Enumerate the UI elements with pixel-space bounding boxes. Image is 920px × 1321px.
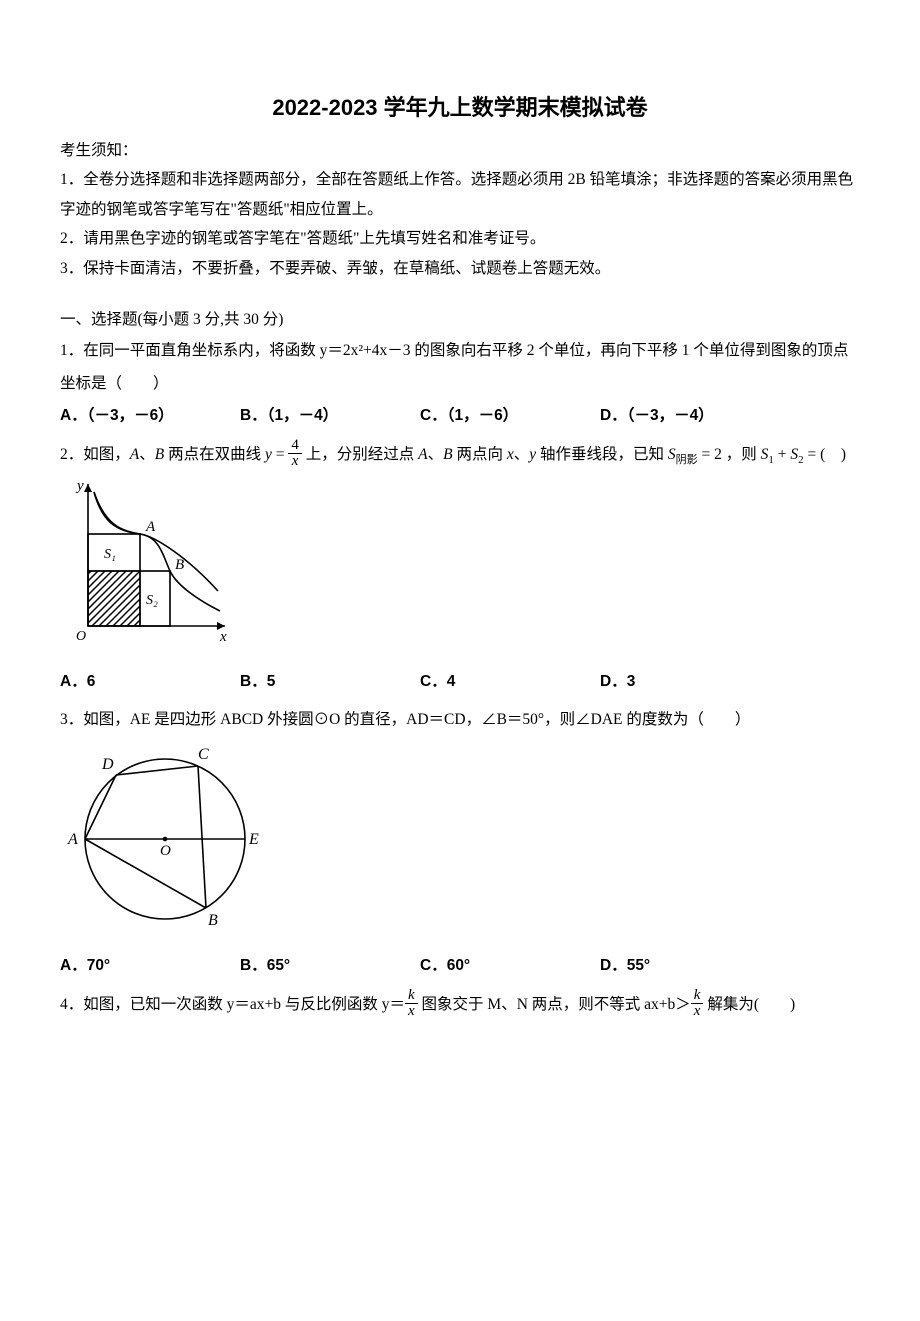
symbol-A2: A: [418, 446, 427, 463]
label-C: C: [198, 746, 209, 763]
eq-lhs: y: [265, 446, 272, 463]
q2-m3: 上，分别经过点: [302, 446, 418, 463]
frac2-den: x: [691, 1003, 704, 1019]
option-c: C．4: [420, 666, 600, 699]
q2-pre: 2．如图，: [60, 446, 130, 463]
label-B: B: [208, 912, 218, 929]
question-1: 1．在同一平面直角坐标系内，将函数 y＝2x²+4x－3 的图象向右平移 2 个…: [60, 335, 860, 433]
frac-num: k: [405, 988, 418, 1003]
q2-graph-svg: y x O A B S₁ S₂: [60, 476, 235, 651]
symbol-x: x: [507, 446, 514, 463]
instructions-item: 1．全卷分选择题和非选择题两部分，全部在答题纸上作答。选择题必须用 2B 铅笔填…: [60, 165, 860, 224]
label-S2: S₂: [146, 593, 158, 608]
question-3-options: A．70° B．65° C．60° D．55°: [60, 950, 860, 983]
question-4: 4．如图，已知一次函数 y＝ax+b 与反比例函数 y＝kx 图象交于 M、N …: [60, 989, 860, 1022]
instructions-item: 3．保持卡面清洁，不要折叠，不要弄破、弄皱，在草稿纸、试题卷上答题无效。: [60, 254, 860, 283]
question-1-text-b: 坐标是（ ）: [60, 368, 860, 401]
option-b: B．65°: [240, 950, 420, 983]
instructions-item: 2．请用黑色字迹的钢笔或答字笔在"答题纸"上先填写姓名和准考证号。: [60, 224, 860, 253]
symbol-B: B: [155, 446, 164, 463]
q4-tail: 解集为( ): [703, 996, 795, 1013]
frac-den: x: [288, 453, 302, 469]
option-b: B．5: [240, 666, 420, 699]
option-c: C．60°: [420, 950, 600, 983]
exam-page: 2022-2023 学年九上数学期末模拟试卷 考生须知： 1．全卷分选择题和非选…: [0, 0, 920, 1321]
symbol-A: A: [130, 446, 139, 463]
q2-m4: 、: [428, 446, 444, 463]
question-3-text: 3．如图，AE 是四边形 ABCD 外接圆⊙O 的直径，AD＝CD，∠B＝50°…: [60, 711, 750, 728]
eq3: = ( ): [804, 446, 846, 463]
question-2-options: A．6 B．5 C．4 D．3: [60, 666, 860, 699]
label-y: y: [75, 478, 84, 494]
q2-m2: 两点在双曲线: [164, 446, 265, 463]
instructions-heading: 考生须知：: [60, 136, 860, 165]
plus: +: [774, 446, 791, 463]
label-A: A: [145, 519, 156, 535]
q4-mid: 图象交于 M、N 两点，则不等式 ax+b＞: [418, 996, 691, 1013]
frac2-num: k: [691, 988, 704, 1003]
question-2: 2．如图，A、B 两点在双曲线 y = 4x 上，分别经过点 A、B 两点向 x…: [60, 439, 860, 698]
label-E: E: [248, 831, 259, 848]
question-4-text: 4．如图，已知一次函数 y＝ax+b 与反比例函数 y＝kx 图象交于 M、N …: [60, 989, 860, 1022]
page-title: 2022-2023 学年九上数学期末模拟试卷: [60, 90, 860, 122]
symbol-B2: B: [443, 446, 452, 463]
q2-m7: 轴作垂线段，已知: [536, 446, 668, 463]
section-a-heading: 一、选择题(每小题 3 分,共 30 分): [60, 307, 860, 329]
q3-figure: A E D C B O: [60, 741, 860, 949]
option-a: A．6: [60, 666, 240, 699]
q2-figure: y x O A B S₁ S₂: [60, 476, 860, 664]
S2: S: [790, 446, 798, 463]
q2-m1: 、: [139, 446, 155, 463]
label-A: A: [67, 831, 78, 848]
label-B: B: [175, 557, 184, 573]
S-shadow: S: [668, 446, 676, 463]
fraction-4-over-x: 4x: [288, 438, 302, 469]
option-c: C．（1，－6）: [420, 400, 600, 433]
q2-m6: 、: [514, 446, 530, 463]
question-1-text-a: 1．在同一平面直角坐标系内，将函数 y＝2x²+4x－3 的图象向右平移 2 个…: [60, 335, 860, 368]
label-x: x: [219, 629, 227, 645]
frac-den: x: [405, 1003, 418, 1019]
option-d: D．55°: [600, 950, 780, 983]
label-O: O: [160, 843, 171, 859]
q4-pre: 4．如图，已知一次函数 y＝ax+b 与反比例函数 y＝: [60, 996, 405, 1013]
option-a: A．（－3，－6）: [60, 400, 240, 433]
q2-m5: 两点向: [453, 446, 507, 463]
fraction-k-over-x-2: kx: [691, 988, 704, 1019]
S-shadow-sub: 阴影: [676, 454, 698, 466]
frac-num: 4: [288, 438, 302, 453]
instructions-block: 考生须知： 1．全卷分选择题和非选择题两部分，全部在答题纸上作答。选择题必须用 …: [60, 136, 860, 283]
label-D: D: [101, 756, 114, 773]
eq2: = 2 ，则: [698, 446, 761, 463]
option-d: D．（－3，－4）: [600, 400, 780, 433]
label-O: O: [76, 629, 86, 644]
option-a: A．70°: [60, 950, 240, 983]
question-1-options: A．（－3，－6） B．（1，－4） C．（1，－6） D．（－3，－4）: [60, 400, 860, 433]
q3-circle-svg: A E D C B O: [60, 741, 270, 936]
eq-sign: =: [272, 446, 289, 463]
option-b: B．（1，－4）: [240, 400, 420, 433]
option-d: D．3: [600, 666, 780, 699]
label-S1: S₁: [104, 547, 116, 562]
question-3: 3．如图，AE 是四边形 ABCD 外接圆⊙O 的直径，AD＝CD，∠B＝50°…: [60, 704, 860, 983]
fraction-k-over-x: kx: [405, 988, 418, 1019]
question-2-text: 2．如图，A、B 两点在双曲线 y = 4x 上，分别经过点 A、B 两点向 x…: [60, 439, 860, 472]
